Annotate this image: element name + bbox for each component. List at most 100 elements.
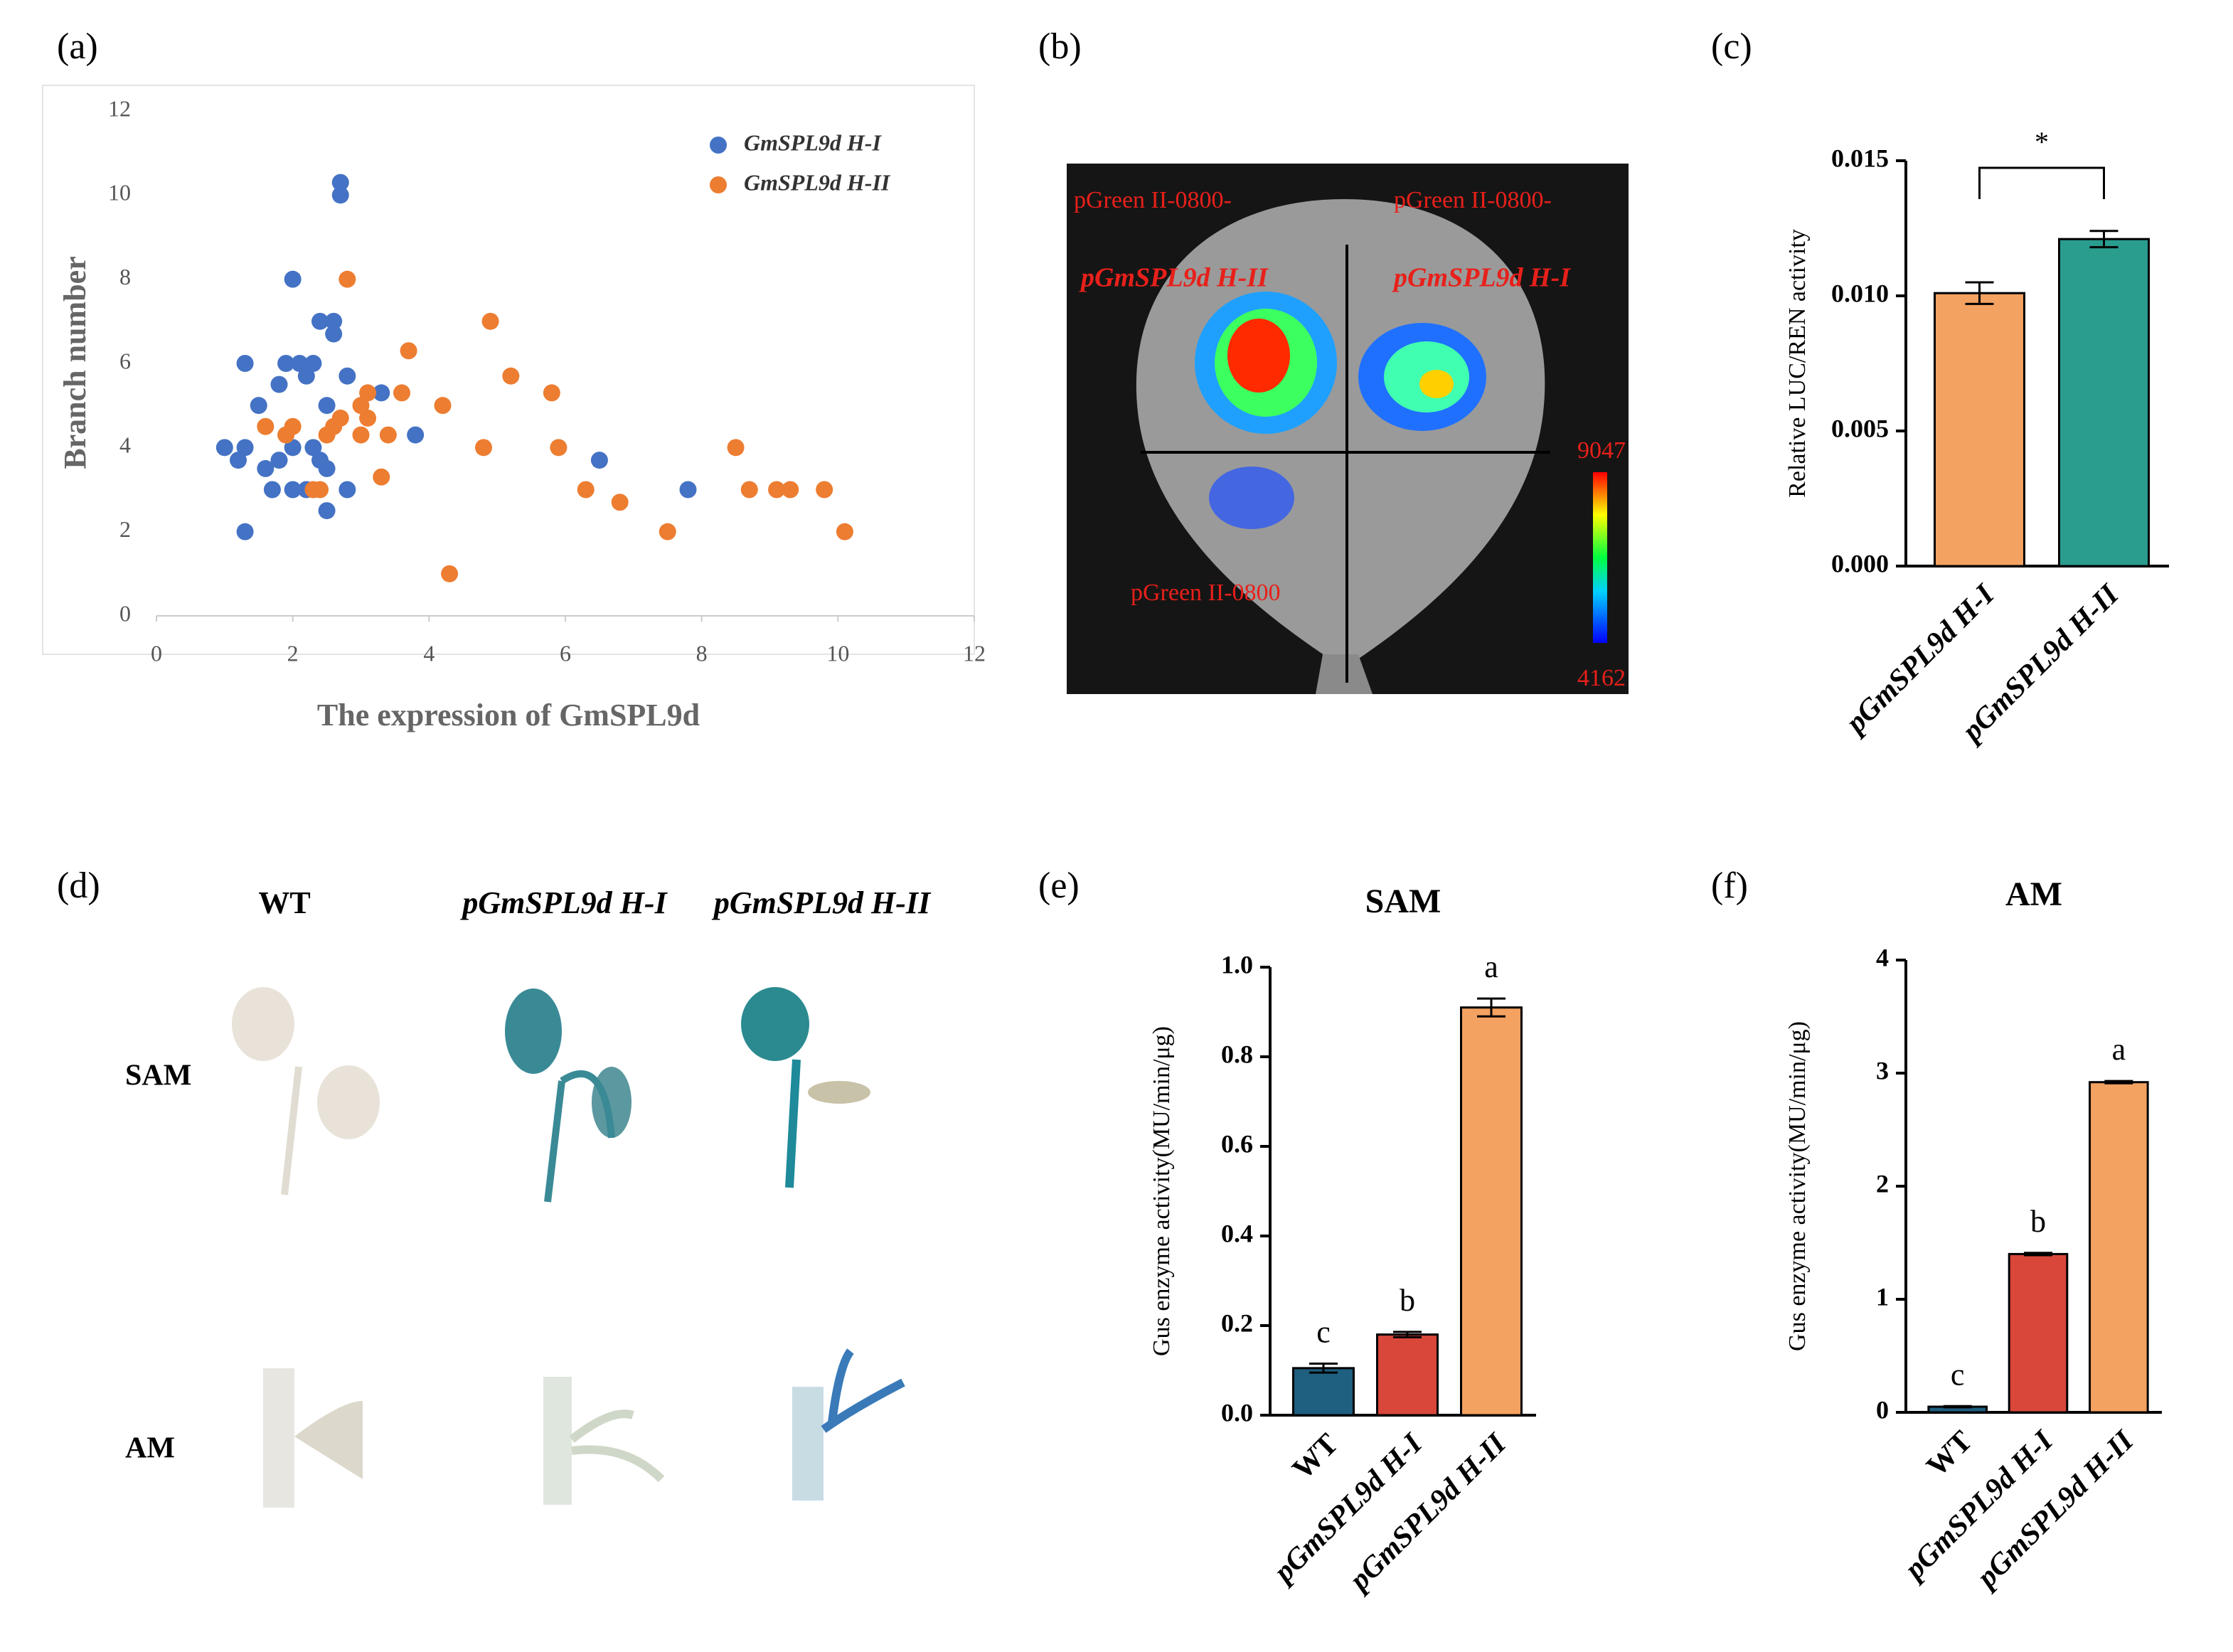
error-bar (1943, 1405, 1972, 1409)
error-bar (1393, 1331, 1422, 1338)
y-tick-label: 8 (119, 264, 131, 289)
x-tick-label: 8 (696, 640, 708, 666)
y-tick-label: 0 (1876, 1395, 1889, 1424)
column-header: pGmSPL9d H-I (459, 885, 668, 920)
significance-bracket (1978, 166, 2105, 199)
bar (2089, 1081, 2149, 1414)
column-header: pGmSPL9d H-II (711, 885, 932, 920)
point (359, 384, 377, 402)
image-text: pGreen II-0800- (1074, 187, 1232, 213)
bar (2008, 1252, 2069, 1414)
point (304, 355, 322, 372)
legend-label: GmSPL9d H-II (744, 169, 891, 195)
point (263, 481, 281, 499)
point (481, 312, 499, 330)
point (277, 355, 295, 372)
x-tick-label: WT (1921, 1424, 1979, 1483)
panel-label: (d) (57, 865, 100, 906)
point (740, 481, 758, 499)
point (379, 426, 397, 444)
error-bar (2089, 230, 2119, 249)
x-tick-label: 2 (287, 640, 299, 666)
point (250, 397, 267, 415)
x-tick-label: WT (1286, 1427, 1345, 1486)
point (270, 375, 288, 393)
point (325, 312, 343, 330)
panel-label: (b) (1038, 26, 1082, 67)
panel-label: (f) (1711, 865, 1748, 906)
x-tick-label: pGmSPL9d H-II (1342, 1427, 1513, 1598)
y-tick-label: 0.005 (1831, 414, 1889, 442)
point (215, 439, 233, 457)
y-tick-label: 12 (108, 95, 131, 121)
point (236, 523, 254, 540)
y-tick-label: 0.2 (1221, 1309, 1253, 1337)
point (284, 270, 302, 288)
image-text: pGmSPL9d H-II (1079, 263, 1269, 293)
y-tick-label: 3 (1876, 1056, 1889, 1085)
error-bar (1309, 1363, 1338, 1374)
legend-marker (710, 176, 727, 193)
point (659, 523, 676, 540)
point (331, 186, 349, 204)
y-tick-label: 0.6 (1221, 1129, 1253, 1158)
x-tick-label: 0 (151, 640, 162, 666)
x-tick-label: 4 (423, 640, 435, 666)
y-tick-label: 1 (1876, 1282, 1889, 1311)
chart-title: AM (2005, 875, 2062, 913)
point (679, 481, 697, 499)
point (836, 523, 853, 540)
point (373, 468, 390, 486)
point (359, 409, 377, 427)
legend-marker (710, 137, 727, 154)
y-tick-label: 0.015 (1831, 144, 1889, 172)
point (331, 409, 349, 427)
point (475, 439, 492, 457)
point (782, 481, 799, 499)
point (284, 481, 302, 499)
error-bar (1965, 281, 1994, 305)
point (311, 481, 329, 499)
point (339, 481, 356, 499)
chart-title: SAM (1365, 883, 1441, 920)
point (611, 494, 629, 511)
leaf-image: pGreen II-0800- pGreen II-0800- pGmSPL9d… (1067, 164, 1629, 694)
panel-label: (e) (1038, 865, 1080, 906)
row-label: SAM (125, 1060, 191, 1092)
y-tick-label: 6 (119, 348, 131, 373)
y-tick-label: 0.4 (1221, 1219, 1253, 1247)
column-header: WT (258, 885, 310, 920)
point (230, 452, 247, 469)
point (236, 355, 254, 372)
bar (1376, 1333, 1439, 1417)
y-axis-label: Gus enzyme activity(MU/min/μg) (1149, 1026, 1175, 1356)
point (311, 312, 329, 330)
point (291, 355, 309, 372)
bar (1934, 292, 2025, 567)
point (393, 384, 410, 402)
error-bar (2024, 1252, 2052, 1257)
point (768, 481, 786, 499)
point (284, 439, 302, 457)
point (257, 459, 275, 477)
significance-letter: c (1951, 1357, 1965, 1392)
point (816, 481, 833, 499)
point (400, 342, 417, 360)
plot-frame (42, 85, 975, 655)
point (318, 459, 336, 477)
significance-letter: a (2112, 1032, 2126, 1067)
significance-letter: a (1484, 949, 1498, 984)
point (270, 452, 288, 469)
y-tick-label: 0.0 (1221, 1398, 1253, 1427)
point (434, 397, 452, 415)
y-tick-label: 0.010 (1831, 279, 1889, 307)
x-tick-label: pGmSPL9d H-I (1266, 1427, 1429, 1590)
row-label: AM (125, 1432, 175, 1465)
image-text: 9047 (1577, 437, 1626, 464)
point (543, 384, 560, 402)
image-text: 4162 (1577, 665, 1626, 691)
point (352, 426, 370, 444)
error-bar (1477, 997, 1505, 1018)
y-tick-label: 0 (119, 600, 131, 626)
